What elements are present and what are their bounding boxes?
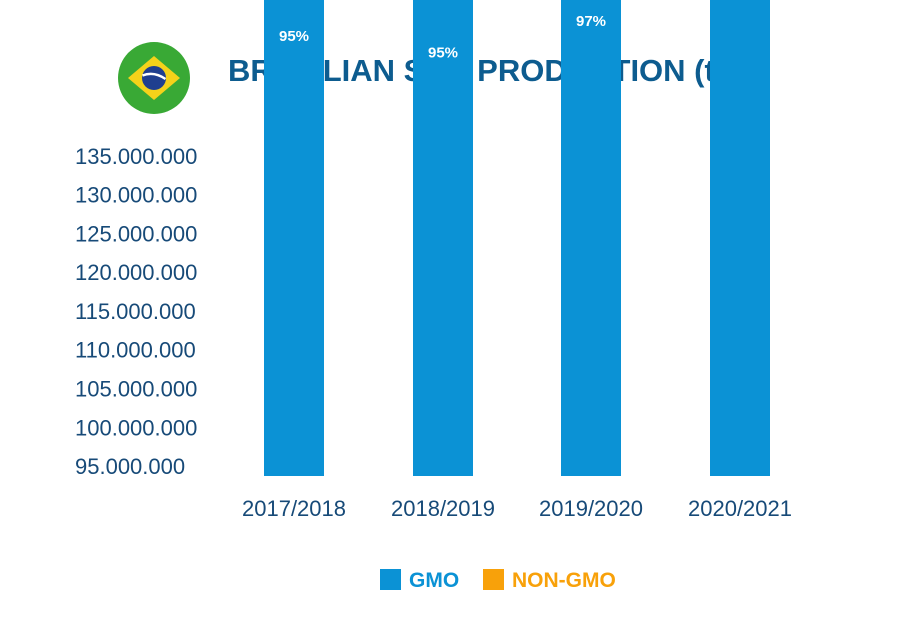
y-tick-label: 130.000.000 <box>75 183 197 208</box>
y-tick-label: 100.000.000 <box>75 415 197 440</box>
bar-gmo <box>710 0 770 476</box>
y-tick-label: 105.000.000 <box>75 376 197 401</box>
legend-label-gmo: GMO <box>409 569 460 592</box>
y-tick-label: 135.000.000 <box>75 144 197 169</box>
y-tick-label: 110.000.000 <box>75 338 196 363</box>
y-tick-label: 125.000.000 <box>75 221 197 246</box>
y-tick-label: 115.000.000 <box>75 299 196 324</box>
legend-swatch-gmo <box>380 569 401 590</box>
data-label-gmo: 95% <box>428 44 458 61</box>
legend-item-gmo: GMO <box>380 569 459 593</box>
x-tick-label: 2017/2018 <box>242 496 346 521</box>
y-tick-label: 95.000.000 <box>75 454 185 479</box>
bar-gmo <box>413 0 473 476</box>
data-label-gmo: 95% <box>279 28 309 45</box>
legend-swatch-non-gmo <box>483 569 505 590</box>
legend-label-non-gmo: NON-GMO <box>512 569 616 592</box>
bar-gmo <box>561 0 621 477</box>
legend: GMO NON-GMO <box>380 569 634 593</box>
x-tick-label: 2020/2021 <box>688 496 792 521</box>
brazil-flag-icon <box>118 42 190 114</box>
bar-gmo <box>264 0 324 476</box>
legend-item-non-gmo: NON-GMO <box>483 569 616 593</box>
x-tick-label: 2018/2019 <box>391 496 495 521</box>
x-tick-label: 2019/2020 <box>539 496 643 521</box>
data-label-gmo: 97% <box>576 13 606 30</box>
y-tick-label: 120.000.000 <box>75 260 197 285</box>
